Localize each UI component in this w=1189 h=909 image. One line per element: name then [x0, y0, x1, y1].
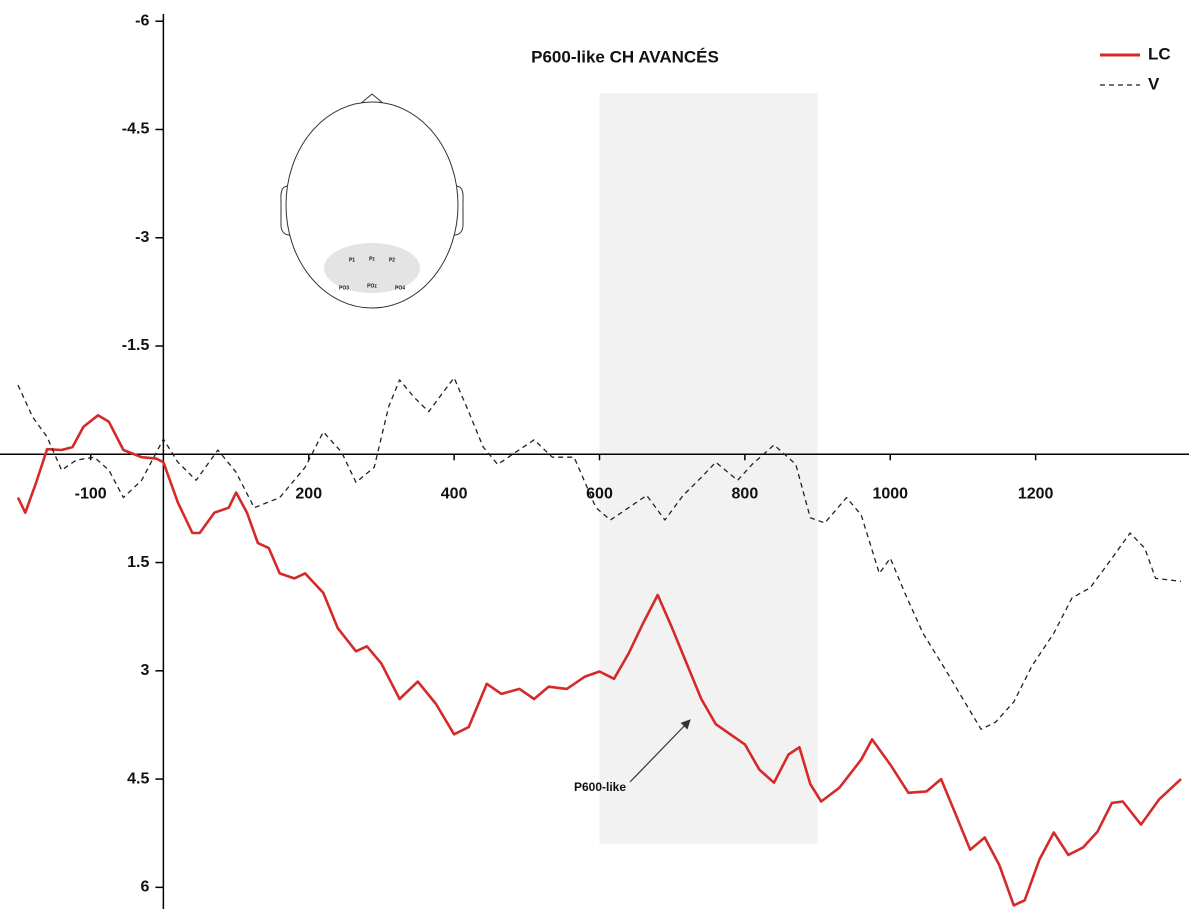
y-tick-label: 4.5 [127, 770, 149, 787]
electrode-label: POz [367, 283, 377, 289]
chart-title: P600-like CH AVANCÉS [531, 47, 719, 66]
legend-label: V [1148, 74, 1160, 93]
annotation: P600-like [574, 780, 626, 794]
y-tick-label: 3 [140, 662, 149, 679]
y-tick-label: 6 [140, 879, 149, 896]
y-tick-label: 1.5 [127, 554, 149, 571]
annotation-arrow [629, 719, 691, 783]
electrode-label: PO4 [395, 285, 405, 291]
electrode-label: PO3 [339, 285, 349, 291]
x-tick-label: -100 [75, 486, 107, 503]
shaded-window [599, 93, 818, 845]
electrode-label: P2 [389, 257, 395, 263]
electrode-label: P1 [349, 257, 355, 263]
x-tick-label: 200 [295, 486, 322, 503]
series-line [16, 414, 1182, 907]
head-outline [285, 101, 459, 309]
x-tick-label: 400 [441, 486, 468, 503]
y-tick-label: -4.5 [122, 121, 150, 138]
legend-label: LC [1148, 44, 1171, 63]
y-tick-label: -6 [135, 12, 149, 29]
head-map: P1 Pz P2 PO3 POz PO4 [280, 93, 464, 309]
y-tick-label: -3 [135, 229, 149, 246]
x-tick-label: 1200 [1018, 486, 1054, 503]
background-layer [599, 93, 818, 845]
electrode-label: Pz [369, 256, 375, 262]
x-tick-label: 800 [732, 486, 759, 503]
y-tick-label: -1.5 [122, 337, 150, 354]
electrode-region [324, 243, 420, 293]
x-tick-label: 600 [586, 486, 613, 503]
nose [359, 93, 385, 105]
x-tick-label: 1000 [872, 486, 908, 503]
